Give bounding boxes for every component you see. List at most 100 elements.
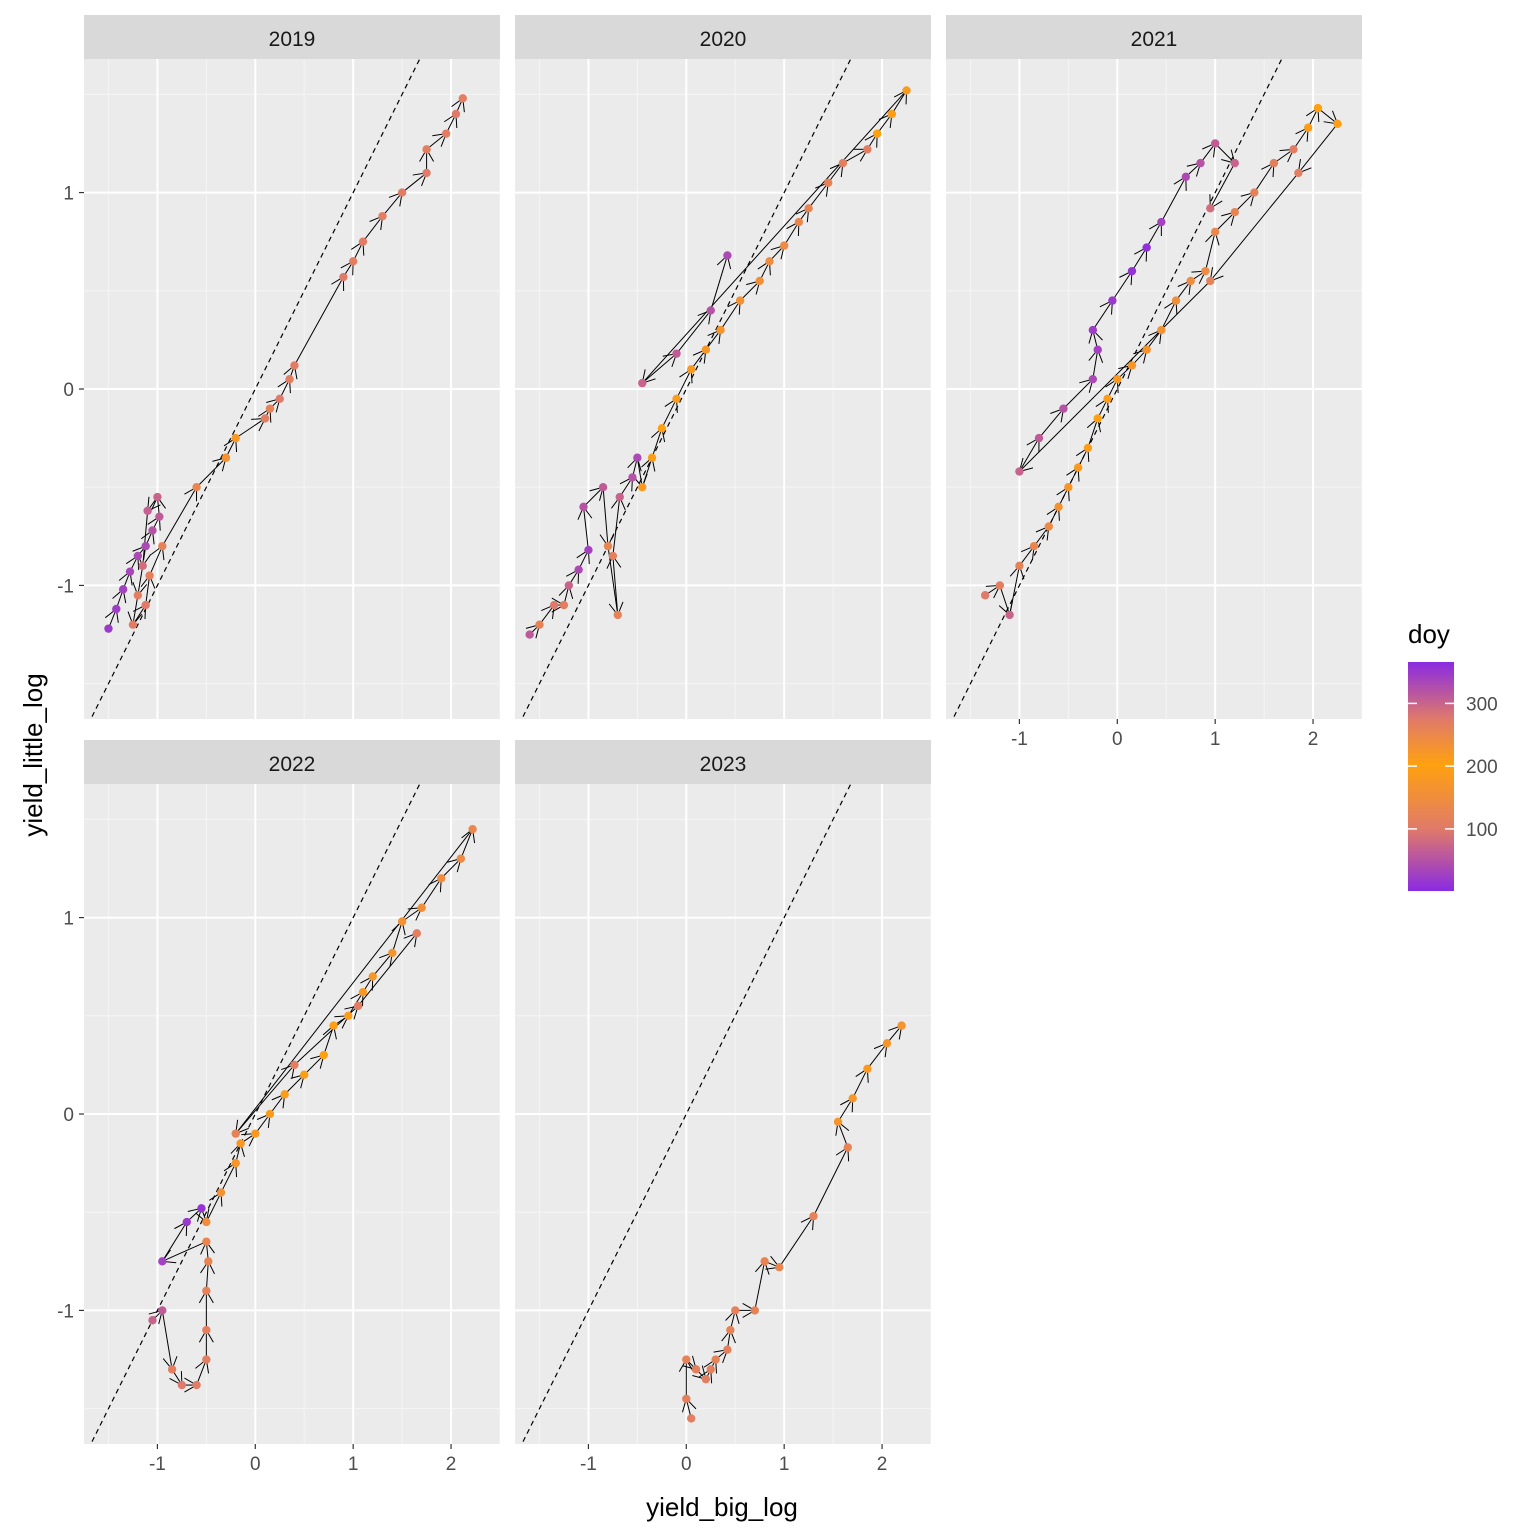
data-point xyxy=(216,1188,226,1197)
data-point xyxy=(657,424,667,433)
data-point xyxy=(1196,158,1205,168)
facet-strip-label: 2021 xyxy=(1131,28,1178,51)
data-point xyxy=(723,251,732,260)
path-segment xyxy=(142,510,149,566)
data-point xyxy=(902,86,911,95)
path-segment xyxy=(612,555,619,615)
data-point xyxy=(723,1345,732,1354)
data-point xyxy=(701,1374,711,1384)
path-segment xyxy=(641,90,907,384)
data-point xyxy=(980,591,990,600)
path-segment xyxy=(852,1068,868,1099)
data-point xyxy=(290,361,299,370)
path-segment xyxy=(583,486,604,508)
data-point xyxy=(133,551,143,561)
data-point xyxy=(1289,145,1298,154)
data-point xyxy=(1059,404,1068,413)
x-tick-label: 2 xyxy=(877,1454,888,1475)
data-point xyxy=(843,1143,852,1152)
data-point xyxy=(863,1064,872,1074)
y-tick-label: 1 xyxy=(63,184,74,205)
x-tick-label: 0 xyxy=(1112,729,1123,750)
facet-panel-2023: 2023 xyxy=(515,740,931,1444)
path-segment xyxy=(583,506,589,551)
path-segment xyxy=(460,828,474,859)
path-segment xyxy=(382,192,403,217)
data-point xyxy=(412,929,421,938)
path-segment xyxy=(602,487,609,547)
data-point xyxy=(1157,325,1166,335)
reference-line xyxy=(90,59,421,719)
data-point xyxy=(138,561,147,570)
data-point xyxy=(1206,276,1215,286)
data-point xyxy=(872,129,882,138)
facet-strip-label: 2022 xyxy=(269,753,316,776)
path-segment xyxy=(303,1054,325,1076)
legend-tick-label: 300 xyxy=(1466,694,1498,715)
path-segment xyxy=(1087,418,1099,449)
data-point xyxy=(1088,325,1098,335)
path-segment xyxy=(808,182,829,209)
data-point xyxy=(221,453,231,462)
path-segment xyxy=(161,1221,188,1262)
path-segment xyxy=(641,353,677,384)
data-point xyxy=(598,483,608,492)
path-segment xyxy=(1111,270,1133,301)
path-segment xyxy=(145,575,151,606)
path-segment xyxy=(196,457,227,488)
x-tick-label: 1 xyxy=(348,1454,359,1475)
x-tick-label: 2 xyxy=(1308,729,1319,750)
path-segment xyxy=(137,565,144,596)
data-point xyxy=(1269,158,1279,168)
path-segment xyxy=(1234,192,1255,213)
data-point xyxy=(133,591,143,600)
data-point xyxy=(809,1211,818,1221)
data-point xyxy=(177,1380,187,1390)
data-point xyxy=(265,1109,275,1119)
data-point xyxy=(603,541,613,551)
data-point xyxy=(1250,188,1259,197)
data-point xyxy=(765,257,774,266)
path-segment xyxy=(1160,300,1177,331)
data-point xyxy=(197,1204,206,1213)
data-point xyxy=(731,1306,740,1315)
facet-strip-label: 2020 xyxy=(700,28,747,51)
path-segment xyxy=(1131,247,1148,272)
data-point xyxy=(148,526,157,535)
data-point xyxy=(158,1257,167,1266)
data-point xyxy=(682,1394,691,1404)
data-point xyxy=(260,414,270,423)
data-point xyxy=(422,145,431,154)
data-point xyxy=(348,257,358,266)
data-point xyxy=(280,1090,289,1099)
data-point xyxy=(706,1365,715,1374)
facet-panel-2019: 2019 xyxy=(84,15,500,719)
data-point xyxy=(750,1306,760,1315)
path-segment xyxy=(676,369,692,400)
data-point xyxy=(275,394,284,404)
data-point xyxy=(760,1257,769,1266)
data-point xyxy=(1044,522,1053,531)
path-segment xyxy=(421,878,442,909)
path-segment xyxy=(205,1261,209,1291)
path-segment xyxy=(372,952,393,977)
y-tick-label: 0 xyxy=(63,380,74,401)
data-point xyxy=(202,1237,211,1246)
data-point xyxy=(141,541,150,551)
data-point xyxy=(628,473,637,482)
data-point xyxy=(231,1129,240,1138)
path-segment xyxy=(235,418,266,439)
data-point xyxy=(1303,123,1313,132)
data-point xyxy=(202,1355,211,1364)
data-point xyxy=(192,483,201,492)
path-segment xyxy=(651,428,663,458)
data-point xyxy=(833,1117,843,1127)
data-point xyxy=(300,1070,309,1079)
path-segment xyxy=(1038,408,1064,439)
legend-tick-label: 100 xyxy=(1466,820,1498,841)
data-point xyxy=(579,502,588,512)
data-point xyxy=(1186,276,1195,286)
path-segment xyxy=(1214,211,1236,233)
path-segment xyxy=(1204,231,1216,272)
